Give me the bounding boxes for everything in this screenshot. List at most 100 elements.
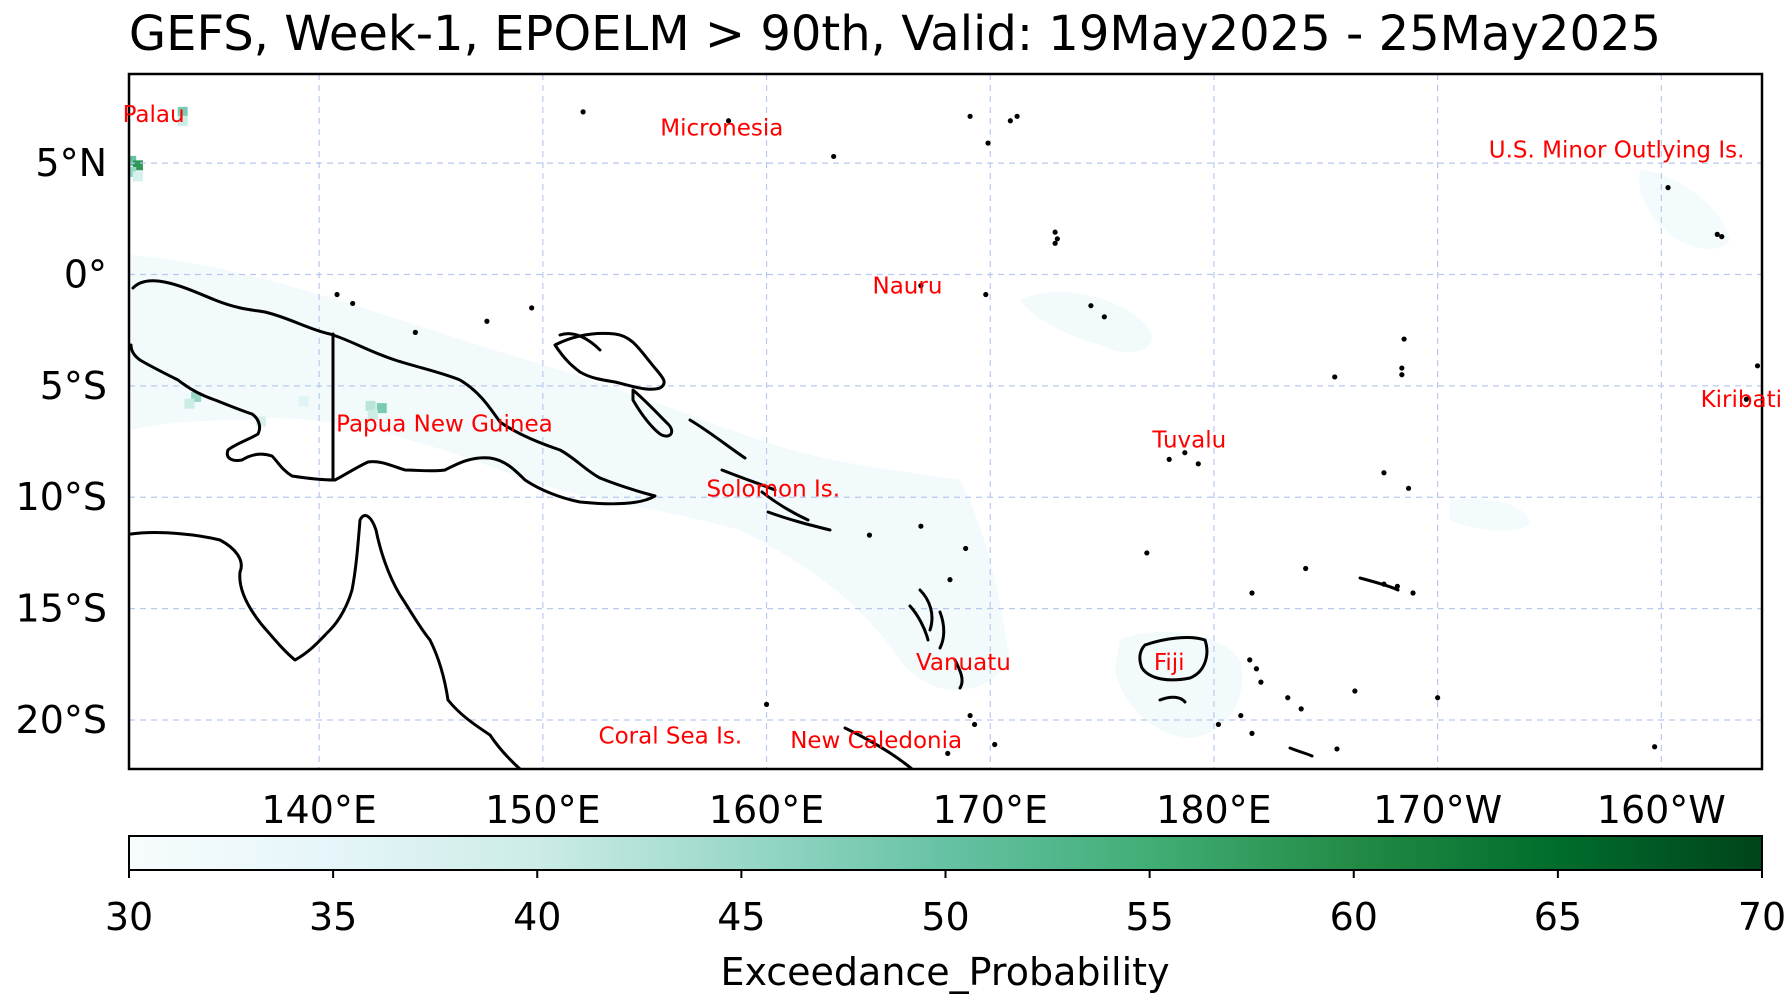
islet <box>1249 590 1255 596</box>
islet <box>1399 372 1405 378</box>
colorbar-tick-label: 40 <box>513 895 561 939</box>
lat-tick-label: 5°N <box>35 141 107 185</box>
islet <box>918 283 924 289</box>
map-frame <box>127 72 1764 771</box>
lat-tick-label: 10°S <box>16 475 107 519</box>
probability-cell <box>129 155 137 166</box>
probability-cell <box>255 416 266 427</box>
country-label: Vanuatu <box>916 650 1011 676</box>
islet <box>350 300 356 307</box>
islet <box>1215 721 1222 728</box>
probability-cell <box>367 409 378 420</box>
islet <box>1101 314 1107 320</box>
islet <box>1166 456 1172 462</box>
probability-band-west <box>131 255 1010 690</box>
probability-cell <box>177 115 188 126</box>
bougainville-coastline <box>631 388 674 438</box>
islet <box>1052 229 1058 235</box>
islet <box>1665 185 1671 191</box>
probability-band-southeast <box>1450 498 1530 531</box>
islet <box>1435 695 1441 701</box>
gridlines <box>129 74 1762 769</box>
lat-tick-label: 15°S <box>16 587 107 631</box>
colorbar-tick-label: 35 <box>309 895 357 939</box>
colorbar-tick-label: 45 <box>717 895 765 939</box>
islet <box>1714 231 1720 237</box>
probability-field <box>129 106 1730 738</box>
islet <box>1182 450 1188 456</box>
country-label: New Caledonia <box>790 728 962 754</box>
probability-cell <box>191 391 202 402</box>
islet <box>1743 396 1749 402</box>
lat-tick-label: 20°S <box>16 698 107 742</box>
probability-cell <box>376 403 387 414</box>
islet <box>412 329 418 335</box>
map-title: GEFS, Week-1, EPOELM > 90th, Valid: 19Ma… <box>128 6 1662 62</box>
islet <box>1352 688 1358 694</box>
islet <box>1719 234 1725 240</box>
islet <box>1144 550 1150 556</box>
islet <box>1247 657 1253 663</box>
islet <box>1298 706 1304 712</box>
islet <box>971 721 978 728</box>
lat-tick-label: 0° <box>64 252 107 296</box>
islet <box>1249 730 1255 736</box>
islet <box>1303 565 1309 572</box>
islet <box>1052 240 1058 246</box>
country-label: Kiribati <box>1701 387 1782 413</box>
islet <box>1238 712 1244 719</box>
islet <box>985 140 991 146</box>
probability-band-fiji <box>1115 631 1243 738</box>
islet <box>1332 374 1338 380</box>
lon-tick-label: 180°E <box>1156 788 1272 832</box>
islet <box>1334 746 1340 752</box>
islet <box>334 291 340 298</box>
islet <box>1088 303 1094 309</box>
islet <box>1195 461 1201 467</box>
islet <box>1258 679 1264 685</box>
islet <box>947 577 953 583</box>
new-ireland-coastline <box>558 332 602 352</box>
solomon-islands-coastline <box>688 418 832 532</box>
colorbar-tick-label: 65 <box>1534 895 1582 939</box>
probability-cell <box>184 398 195 409</box>
probability-cell <box>365 400 376 411</box>
latitude-tick-labels: 5°N 0° 5°S 10°S 15°S 20°S <box>16 141 107 742</box>
country-label: Micronesia <box>660 115 783 141</box>
colorbar-tick-label: 30 <box>105 895 153 939</box>
islet <box>725 118 732 124</box>
islet <box>992 741 998 748</box>
longitude-tick-labels: 140°E 150°E 160°E 170°E 180°E 170°W 160°W <box>261 788 1726 832</box>
islet <box>763 701 770 708</box>
islet <box>529 305 535 311</box>
new-guinea-coastline <box>129 279 657 506</box>
islet <box>918 523 924 529</box>
islet <box>831 153 837 160</box>
colorbar-ticks: 30 35 40 45 50 55 60 65 70 <box>105 870 1786 939</box>
colorbar-tick-label: 70 <box>1738 895 1786 939</box>
country-labels: Palau Micronesia U.S. Minor Outlying Is. Na… <box>123 102 1782 754</box>
new-britain-coastline <box>553 331 666 391</box>
probability-band-east <box>1639 170 1730 250</box>
islet <box>1410 590 1416 596</box>
islet <box>866 532 873 538</box>
new-caledonia-coastline <box>843 726 914 769</box>
colorbar-gradient <box>128 835 1763 871</box>
islet <box>1285 695 1291 701</box>
islet <box>1253 666 1260 672</box>
islet <box>1381 470 1387 476</box>
vanuatu-coastline <box>908 588 964 690</box>
islet <box>1405 485 1412 491</box>
colorbar-tick-label: 60 <box>1330 895 1378 939</box>
islet <box>1394 583 1400 589</box>
small-islands <box>334 109 1761 769</box>
lon-tick-label: 150°E <box>485 788 601 832</box>
country-label: Fiji <box>1154 650 1185 676</box>
country-label: Papua New Guinea <box>336 412 553 438</box>
islet <box>1381 581 1387 587</box>
islet <box>1754 363 1761 369</box>
colorbar-tick-label: 50 <box>921 895 969 939</box>
probability-cell <box>132 160 143 171</box>
